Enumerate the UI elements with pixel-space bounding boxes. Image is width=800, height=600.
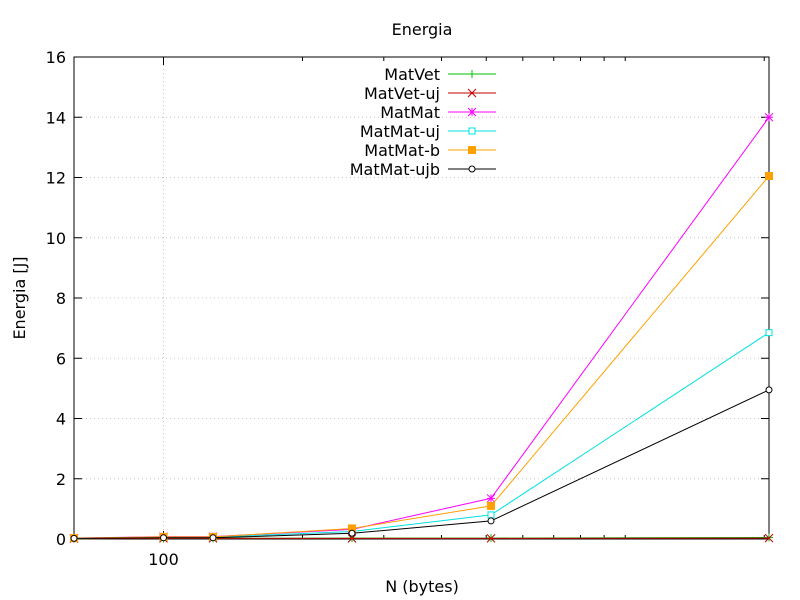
data-point bbox=[487, 517, 495, 525]
series-line bbox=[73, 175, 770, 539]
series-matmat-ujb bbox=[70, 386, 773, 542]
data-point bbox=[347, 534, 357, 543]
data-point bbox=[486, 493, 496, 503]
series bbox=[69, 112, 774, 544]
data-point bbox=[765, 329, 773, 337]
y-tick-label: 0 bbox=[56, 530, 66, 549]
y-axis-label: Energia [J] bbox=[10, 256, 29, 339]
y-tick-label: 16 bbox=[46, 48, 66, 67]
data-point bbox=[487, 501, 495, 510]
x-tick-label: 100 bbox=[148, 550, 179, 569]
y-tick-label: 8 bbox=[56, 289, 66, 308]
data-point bbox=[486, 534, 496, 543]
data-point bbox=[764, 533, 774, 543]
grid bbox=[74, 57, 769, 539]
data-point bbox=[764, 112, 774, 122]
series-matmat-uj bbox=[70, 329, 773, 542]
legend-label: MatMat bbox=[380, 103, 440, 122]
data-point bbox=[209, 534, 217, 542]
legend-marker bbox=[467, 107, 477, 117]
series-matvet-uj bbox=[69, 533, 774, 544]
series-line bbox=[73, 117, 770, 539]
legend-label: MatMat-b bbox=[364, 141, 440, 160]
legend-marker bbox=[468, 127, 476, 135]
y-tick-label: 12 bbox=[46, 169, 66, 188]
legend-marker bbox=[468, 70, 476, 78]
y-tick-label: 6 bbox=[56, 349, 66, 368]
legend-label: MatVet bbox=[384, 65, 440, 84]
data-point bbox=[159, 534, 167, 542]
x-axis-label: N (bytes) bbox=[385, 577, 459, 596]
data-point bbox=[487, 511, 495, 519]
legend-label: MatMat-ujb bbox=[350, 160, 440, 179]
chart-title: Energia bbox=[392, 20, 453, 39]
y-tick-label: 2 bbox=[56, 470, 66, 489]
y-tick-label: 14 bbox=[46, 108, 66, 127]
legend-marker bbox=[468, 146, 476, 154]
data-point bbox=[348, 529, 356, 537]
data-point bbox=[765, 171, 773, 180]
series-matmat-b bbox=[70, 171, 773, 543]
series-line bbox=[73, 537, 770, 540]
legend: MatVetMatVet-ujMatMatMatMat-ujMatMat-bMa… bbox=[350, 65, 496, 179]
series-line bbox=[73, 332, 770, 539]
legend-marker bbox=[467, 88, 477, 98]
y-tick-label: 4 bbox=[56, 410, 66, 429]
legend-label: MatVet-uj bbox=[364, 84, 440, 103]
data-point bbox=[70, 534, 78, 542]
axis-ticks: 0 2 4 6 8 10 12 14 16 100 bbox=[46, 48, 769, 569]
data-point bbox=[765, 386, 773, 394]
y-tick-label: 10 bbox=[46, 229, 66, 248]
legend-marker bbox=[468, 165, 476, 173]
plot-frame bbox=[73, 56, 770, 540]
series-line bbox=[73, 389, 770, 539]
legend-label: MatMat-uj bbox=[360, 122, 440, 141]
